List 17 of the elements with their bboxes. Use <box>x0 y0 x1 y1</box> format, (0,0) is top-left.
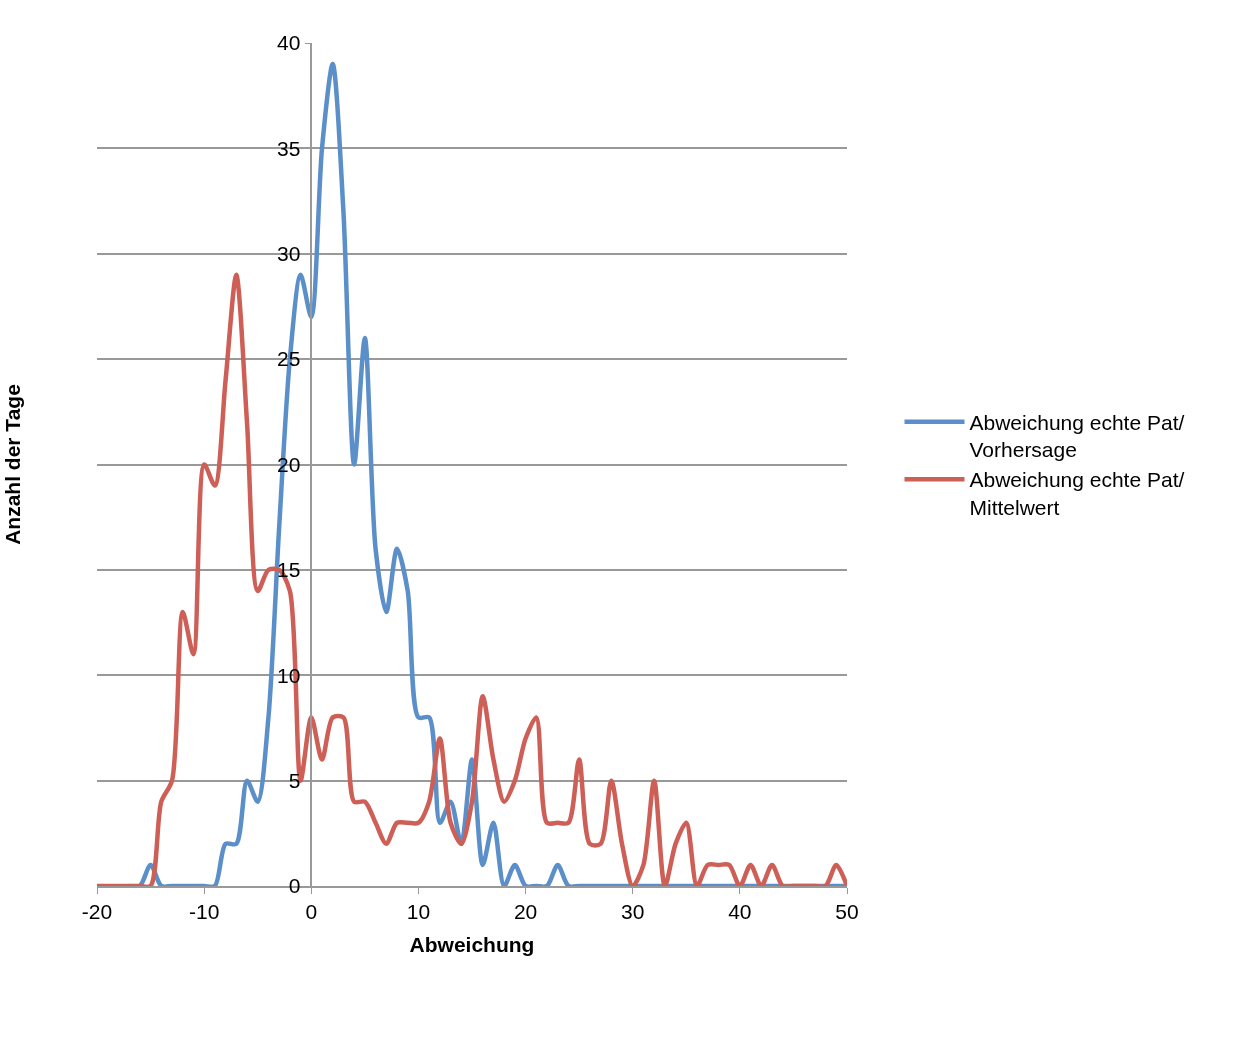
y-tick-label: 0 <box>288 874 301 898</box>
x-tick-label: 20 <box>513 899 538 923</box>
x-tick-label: 10 <box>406 899 431 923</box>
x-tick-label: 30 <box>621 899 645 923</box>
y-tick-label: 35 <box>276 136 301 160</box>
x-tick-label: -20 <box>81 899 113 923</box>
y-tick-label: 30 <box>276 242 301 266</box>
y-tick-label: 40 <box>276 31 301 55</box>
x-tick-label: 0 <box>305 899 318 923</box>
x-axis-title: Abweichung <box>409 932 535 956</box>
x-tick-label: -10 <box>188 899 220 923</box>
y-axis-title: Anzahl der Tage <box>0 384 24 545</box>
x-tick-label: 50 <box>835 899 859 923</box>
x-tick-label: 40 <box>728 899 752 923</box>
y-tick-label: 5 <box>288 768 301 792</box>
legend-label: Abweichung echte Pat/ Vorhersage <box>969 410 1185 462</box>
legend-label: Abweichung echte Pat/ Mittelwert <box>969 468 1185 519</box>
